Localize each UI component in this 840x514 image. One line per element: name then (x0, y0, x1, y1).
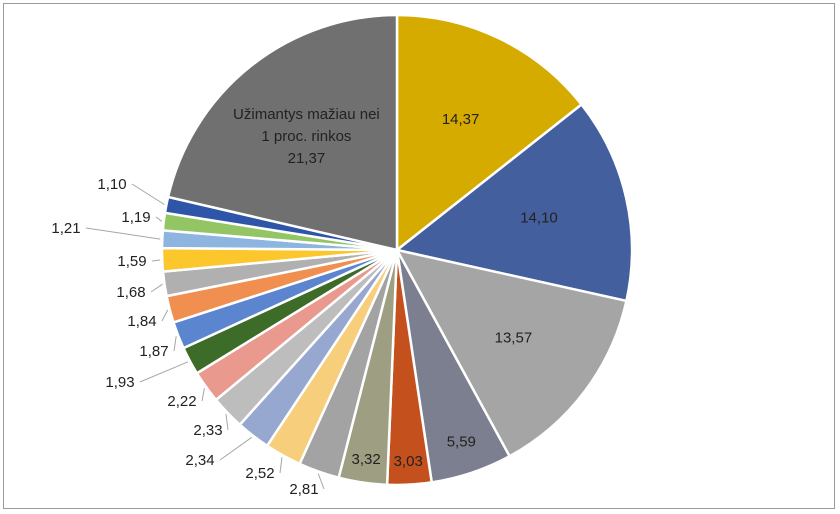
data-label-14: 1,84 (127, 313, 156, 330)
data-label-1: 14,37 (442, 111, 480, 128)
data-label-6: 3,32 (351, 451, 380, 468)
leader-line-10 (225, 414, 229, 431)
data-label-5: 3,03 (394, 453, 423, 470)
leader-line-13 (173, 336, 177, 352)
data-label-19: 1,10 (97, 176, 126, 193)
leader-lines (85, 183, 325, 490)
leader-line-18 (155, 216, 163, 222)
data-label-9: 2,34 (185, 452, 214, 469)
leader-line-14 (161, 309, 169, 322)
pie-chart: 14,37 14,10 13,57 5,59 3,03 3,32 2,81 2,52 2,34 2… (51, 13, 634, 498)
data-label-12: 1,93 (105, 374, 134, 391)
data-label-15: 1,68 (116, 284, 145, 301)
leader-line-8 (279, 457, 283, 474)
data-label-11: 2,22 (167, 393, 196, 410)
data-label-2: 14,10 (520, 210, 558, 227)
pie-slice-1 (395, 13, 584, 253)
leader-line-15 (150, 283, 163, 293)
data-label-17: 1,21 (51, 220, 80, 237)
data-label-4: 5,59 (447, 434, 476, 451)
pie-slices (160, 13, 634, 487)
data-label-16: 1,59 (117, 253, 146, 270)
leader-line-9 (219, 436, 253, 461)
pie-slice-3 (394, 248, 628, 458)
data-label-8: 2,52 (245, 465, 274, 482)
data-label-18: 1,19 (121, 209, 150, 226)
data-labels: 14,37 14,10 13,57 5,59 3,03 3,32 2,81 2,52 2,34 2… (51, 106, 557, 498)
data-label-20: Užimantys mažiau nei 1 proc. rinkos 21,37 (233, 106, 380, 167)
pie-slice-2 (394, 102, 634, 303)
pie-slice-20 (166, 13, 399, 252)
leader-line-19 (131, 183, 165, 205)
data-label-10: 2,33 (193, 422, 222, 439)
leader-line-7 (317, 473, 325, 490)
leader-line-17 (85, 227, 161, 240)
data-label-13: 1,87 (139, 343, 168, 360)
leader-line-12 (139, 361, 189, 383)
leader-line-11 (201, 388, 205, 402)
chart-frame: 14,37 14,10 13,57 5,59 3,03 3,32 2,81 2,52 2,34 2… (3, 3, 835, 509)
data-label-3: 13,57 (495, 330, 533, 347)
data-label-7: 2,81 (289, 481, 318, 498)
leader-line-16 (151, 259, 161, 262)
